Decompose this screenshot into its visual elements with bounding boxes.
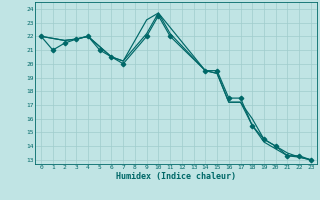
X-axis label: Humidex (Indice chaleur): Humidex (Indice chaleur) [116,172,236,181]
